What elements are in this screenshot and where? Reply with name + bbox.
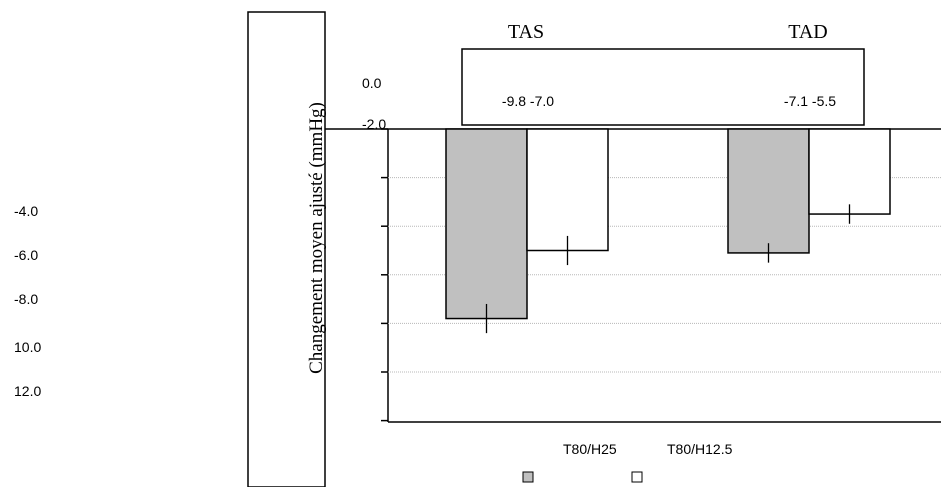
category-label: TAS (508, 21, 544, 43)
y-tick-label: -8.0 (14, 291, 38, 307)
error-bars (485, 204, 851, 334)
bars (445, 128, 891, 320)
value-labels: -9.8 -7.0 -7.1 -5.5 (502, 93, 836, 109)
category-label-frame (461, 48, 865, 126)
y-tick-label: 0.0 (362, 75, 382, 91)
y-tick-label: -2.0 (362, 116, 386, 132)
y-tick-label: 10.0 (14, 339, 41, 355)
y-tick-label: -4.0 (14, 203, 38, 219)
bar-tas-0 (445, 128, 528, 320)
y-axis-title: Changement moyen ajusté (mmHg) (306, 102, 327, 374)
bar-tad-0 (727, 128, 810, 254)
category-labels: TAS TAD (508, 21, 828, 43)
category-label: TAD (788, 21, 828, 43)
y-axis-ticks: 0.0 -2.0 -4.0 -6.0 -8.0 10.0 12.0 (14, 75, 388, 422)
bar-tad-1 (808, 128, 891, 215)
bar-tas-1 (526, 128, 609, 252)
y-tick-label: 12.0 (14, 383, 41, 399)
legend-label: T80/H12.5 (667, 441, 733, 457)
legend-swatch (631, 471, 643, 483)
legend-label: T80/H25 (563, 441, 617, 457)
y-axis-title-frame (247, 11, 326, 487)
y-tick-label: -6.0 (14, 247, 38, 263)
legend-swatch (522, 471, 534, 483)
value-label: -7.1 -5.5 (784, 93, 836, 109)
legend: T80/H25 T80/H12.5 (522, 441, 733, 483)
value-label: -9.8 -7.0 (502, 93, 554, 109)
